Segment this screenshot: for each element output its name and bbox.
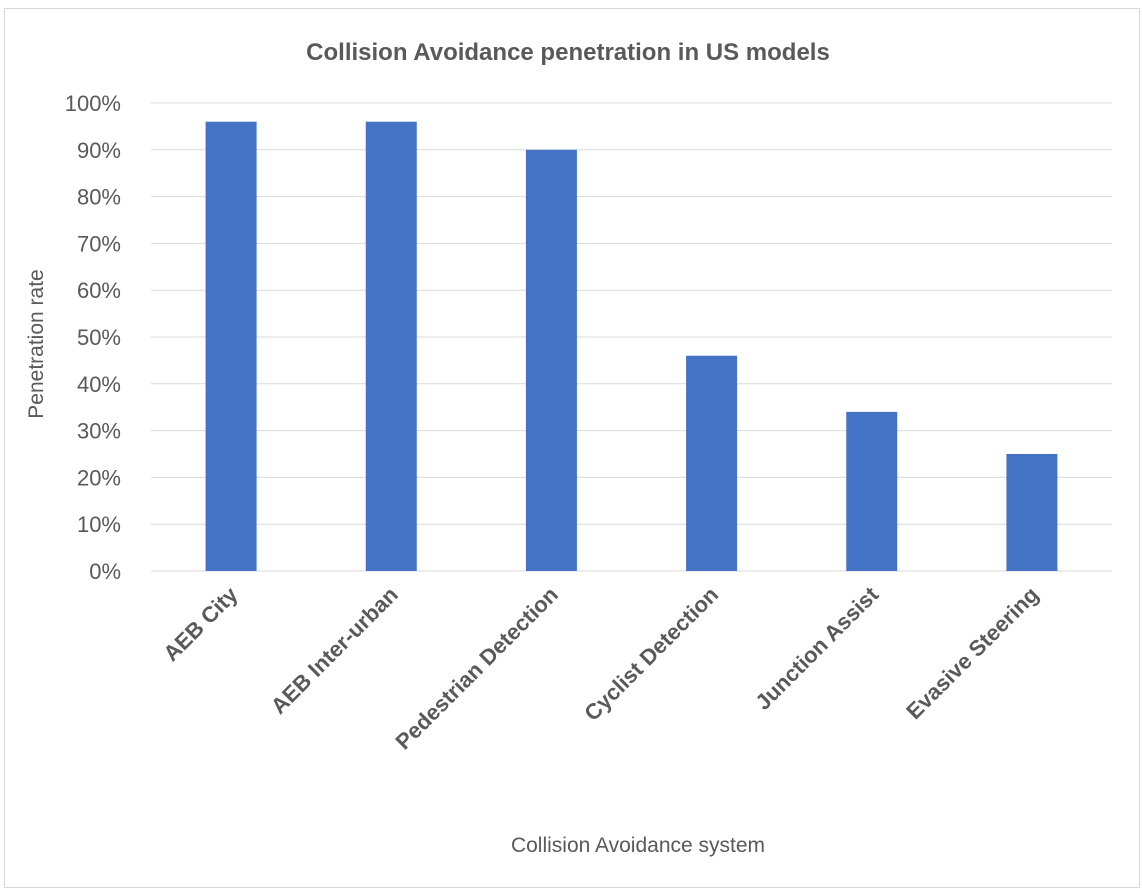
bar-aeb-inter-urban bbox=[365, 121, 417, 571]
bar-aeb-city bbox=[205, 121, 257, 571]
x-tick-label: Cyclist Detection bbox=[579, 582, 723, 726]
y-tick-label: 30% bbox=[77, 419, 121, 444]
bar-evasive-steering bbox=[1006, 454, 1058, 571]
y-tick-label: 80% bbox=[77, 185, 121, 210]
y-tick-labels: 0% 10% 20% 30% 40% 50% 60% 70% 80% 90% 100% bbox=[65, 91, 121, 584]
bar-chart: Collision Avoidance penetration in US mo… bbox=[25, 39, 1112, 857]
x-tick-label: Junction Assist bbox=[750, 581, 883, 714]
x-tick-label: Evasive Steering bbox=[901, 582, 1043, 724]
chart-title: Collision Avoidance penetration in US mo… bbox=[306, 39, 830, 66]
y-tick-label: 20% bbox=[77, 465, 121, 490]
bar-junction-assist bbox=[846, 411, 898, 571]
gridlines bbox=[151, 102, 1112, 572]
y-tick-label: 90% bbox=[77, 138, 121, 163]
bar-cyclist-detection bbox=[686, 355, 738, 571]
y-tick-label: 10% bbox=[77, 512, 121, 537]
x-tick-label: Pedestrian Detection bbox=[391, 582, 563, 754]
x-tick-label: AEB Inter-urban bbox=[266, 582, 403, 719]
y-tick-label: 0% bbox=[89, 559, 121, 584]
y-tick-label: 100% bbox=[65, 91, 121, 116]
bars bbox=[205, 121, 1058, 572]
bar-pedestrian-detection bbox=[525, 149, 577, 572]
y-tick-label: 70% bbox=[77, 231, 121, 256]
x-tick-label: AEB City bbox=[158, 581, 243, 666]
x-axis-label: Collision Avoidance system bbox=[511, 834, 765, 857]
y-axis-label: Penetration rate bbox=[25, 269, 48, 418]
y-tick-label: 50% bbox=[77, 325, 121, 350]
chart-frame: Collision Avoidance penetration in US mo… bbox=[4, 8, 1140, 888]
y-tick-label: 40% bbox=[77, 372, 121, 397]
y-tick-label: 60% bbox=[77, 278, 121, 303]
